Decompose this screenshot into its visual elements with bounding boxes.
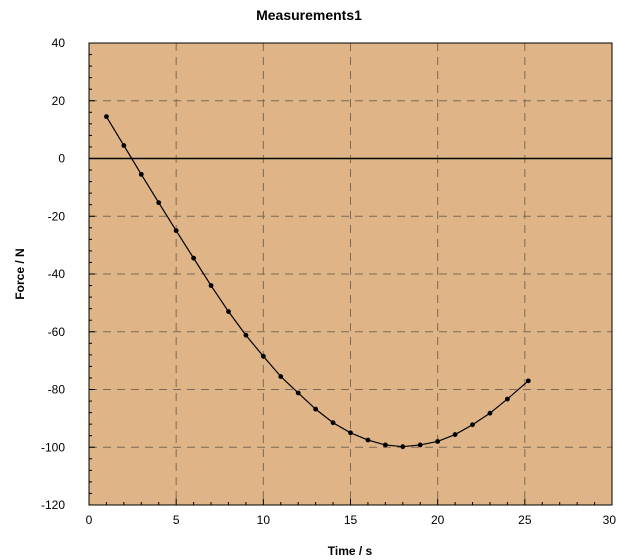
y-tick-label: -80 bbox=[48, 383, 66, 397]
data-point bbox=[505, 396, 510, 402]
data-point bbox=[382, 442, 388, 448]
data-point bbox=[104, 114, 109, 120]
data-point bbox=[121, 143, 127, 148]
x-tick-label: 15 bbox=[344, 513, 358, 527]
series-layer bbox=[104, 114, 531, 450]
x-tick-label: 10 bbox=[257, 513, 271, 527]
data-point bbox=[156, 200, 162, 206]
y-tick-label: -40 bbox=[48, 267, 66, 281]
axes-layer: 0 5 10 15 20 25 30 40 20 0 -20 -40 -60 -80 -100 -120 bbox=[41, 36, 616, 527]
data-point bbox=[400, 444, 406, 450]
data-point bbox=[330, 420, 336, 426]
y-tick-label: -120 bbox=[41, 498, 65, 512]
x-axis-label: Time / s bbox=[328, 544, 373, 558]
data-point bbox=[417, 442, 423, 448]
data-point bbox=[138, 171, 144, 177]
x-tick-label: 20 bbox=[431, 513, 445, 527]
y-tick-label: -60 bbox=[48, 325, 66, 339]
data-point bbox=[435, 439, 441, 444]
x-tick-label: 30 bbox=[603, 513, 617, 527]
x-tick-label: 0 bbox=[86, 513, 93, 527]
y-tick-label: -100 bbox=[41, 440, 65, 454]
data-point bbox=[487, 410, 493, 416]
x-tick-label: 5 bbox=[173, 513, 180, 527]
data-point bbox=[452, 432, 458, 437]
data-point bbox=[525, 378, 531, 384]
data-point bbox=[295, 390, 301, 396]
y-tick-label: 40 bbox=[52, 36, 66, 50]
data-point bbox=[313, 406, 319, 412]
x-tick-label: 25 bbox=[518, 513, 532, 527]
chart-title: Measurements1 bbox=[256, 7, 362, 23]
data-point bbox=[173, 228, 179, 234]
data-point bbox=[365, 437, 371, 443]
data-point bbox=[260, 353, 266, 359]
data-point bbox=[243, 332, 249, 338]
data-point bbox=[226, 309, 231, 314]
data-point bbox=[278, 374, 284, 379]
data-point bbox=[348, 430, 353, 436]
grid-layer bbox=[89, 43, 612, 505]
data-point bbox=[191, 255, 197, 261]
data-point bbox=[470, 422, 475, 428]
data-point bbox=[208, 283, 214, 288]
y-tick-label: -20 bbox=[48, 209, 66, 223]
y-tick-label: 20 bbox=[52, 94, 66, 108]
y-tick-label: 0 bbox=[58, 152, 65, 166]
y-axis-label: Force / N bbox=[13, 248, 27, 299]
